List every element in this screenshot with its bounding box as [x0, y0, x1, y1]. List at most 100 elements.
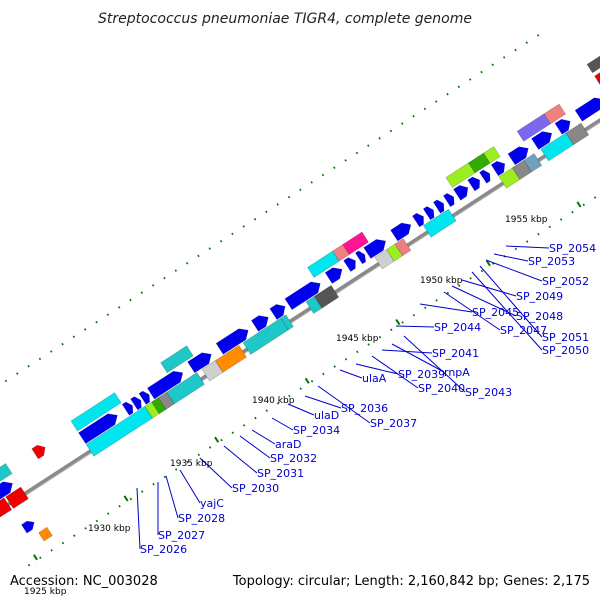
tick-dot [536, 34, 540, 37]
position-tick-labels: 1925 kbp 1930 kbp 1935 kbp 1940 kbp 1945 kbp… [24, 215, 548, 597]
feature-box [0, 497, 13, 518]
forward-cds-arrow [432, 199, 445, 214]
tick-dot [107, 512, 110, 515]
gene-label[interactable]: SP_2050 [542, 344, 589, 357]
gene-label-leader [136, 487, 141, 550]
kbp-tick [485, 260, 491, 267]
red-cds-arrow [594, 72, 600, 85]
tick-dot [231, 431, 234, 435]
forward-cds-arrow [250, 315, 269, 332]
gene-label[interactable]: SP_2040 [418, 382, 465, 395]
gene-label[interactable]: SP_2045 [472, 306, 519, 319]
gene-label[interactable]: ulaD [314, 409, 339, 422]
gene-label[interactable]: rnpA [444, 366, 470, 379]
tick-dot [185, 262, 189, 265]
forward-cds-arrow [574, 97, 600, 122]
gene-label[interactable]: yajC [200, 497, 224, 510]
tick-dot [95, 519, 99, 523]
tick-dot [117, 306, 121, 309]
gene-label-leader [304, 395, 342, 409]
tick-dot [208, 446, 212, 449]
gene-label[interactable]: SP_2030 [232, 482, 279, 495]
tick-dot [265, 210, 268, 214]
feature-box [5, 486, 29, 509]
gene-label[interactable]: SP_2044 [434, 321, 481, 334]
forward-cds-arrow [422, 206, 435, 221]
tick-dot [525, 240, 529, 243]
label-leader-lines [136, 245, 550, 550]
tick-dot [310, 380, 314, 383]
tick-dot [355, 151, 359, 155]
tick-dot [491, 63, 495, 67]
gene-label[interactable]: SP_2036 [341, 402, 388, 415]
gene-label[interactable]: SP_2037 [370, 417, 417, 430]
feature-box [280, 314, 294, 331]
kbp-tick-label: 1950 kbp [420, 276, 463, 286]
gene-label[interactable]: SP_2047 [500, 324, 547, 337]
tick-dot [299, 188, 302, 192]
tick-dot [548, 225, 552, 229]
tick-dot [299, 387, 302, 390]
gene-label[interactable]: SP_2041 [432, 347, 479, 360]
tick-dot [4, 379, 8, 383]
kbp-tick-label: 1935 kbp [170, 459, 213, 469]
gene-label[interactable]: SP_2054 [549, 242, 596, 255]
tick-dot [129, 298, 132, 302]
gene-label[interactable]: araD [275, 438, 301, 451]
tick-marks-outer [4, 28, 550, 383]
gene-label-leader [287, 403, 315, 416]
gene-label[interactable]: SP_2027 [158, 529, 205, 542]
tick-dot [514, 48, 517, 52]
tick-dot [582, 203, 585, 207]
tick-dot [163, 276, 166, 280]
gene-label[interactable]: SP_2026 [140, 543, 187, 556]
forward-cds-arrow [138, 390, 151, 405]
gene-label-leader [339, 369, 363, 379]
tick-dot [480, 70, 483, 74]
gene-label[interactable]: SP_2053 [528, 255, 575, 268]
tick-dot [61, 342, 64, 346]
kbp-tick [576, 201, 582, 208]
gene-label[interactable]: SP_2032 [270, 452, 317, 465]
kbp-tick [304, 377, 310, 384]
tick-dot [253, 217, 257, 221]
tick-dot [424, 306, 427, 310]
tick-dot [446, 92, 449, 96]
tick-dot [593, 196, 597, 199]
gene-features [0, 55, 600, 542]
gene-label[interactable]: SP_2039 [398, 368, 445, 381]
gene-label-leader [485, 259, 543, 282]
tick-dot [389, 129, 393, 133]
tick-dot [288, 394, 291, 398]
tick-dot [84, 527, 87, 530]
gene-label-leader [505, 245, 550, 249]
gene-label[interactable]: SP_2052 [542, 275, 589, 288]
tick-dot [549, 28, 550, 29]
gene-label-leader [251, 429, 276, 445]
tick-dot [84, 328, 87, 331]
tick-dot [333, 365, 336, 368]
gene-label[interactable]: SP_2049 [516, 290, 563, 303]
gene-label[interactable]: SP_2048 [516, 310, 563, 323]
forward-cds-arrow [411, 212, 424, 228]
forward-cds-arrow [21, 520, 35, 534]
gene-label[interactable]: SP_2051 [542, 331, 589, 344]
gene-label[interactable]: SP_2034 [293, 424, 340, 437]
gene-label-leader [371, 355, 419, 389]
tick-dot [401, 321, 404, 324]
gene-label[interactable]: SP_2028 [178, 512, 225, 525]
forward-cds-arrow [121, 401, 134, 416]
kbp-tick [214, 436, 220, 443]
gene-label[interactable]: SP_2031 [257, 467, 304, 480]
tick-dot [322, 372, 325, 376]
tick-dot [61, 541, 65, 545]
forward-cds-arrow [215, 328, 249, 355]
tick-dot [468, 78, 472, 81]
feature-box [342, 231, 369, 256]
tick-dot [321, 173, 325, 177]
gene-label[interactable]: SP_2043 [465, 386, 512, 399]
gene-label[interactable]: ulaA [362, 372, 387, 385]
tick-dot [174, 269, 178, 272]
